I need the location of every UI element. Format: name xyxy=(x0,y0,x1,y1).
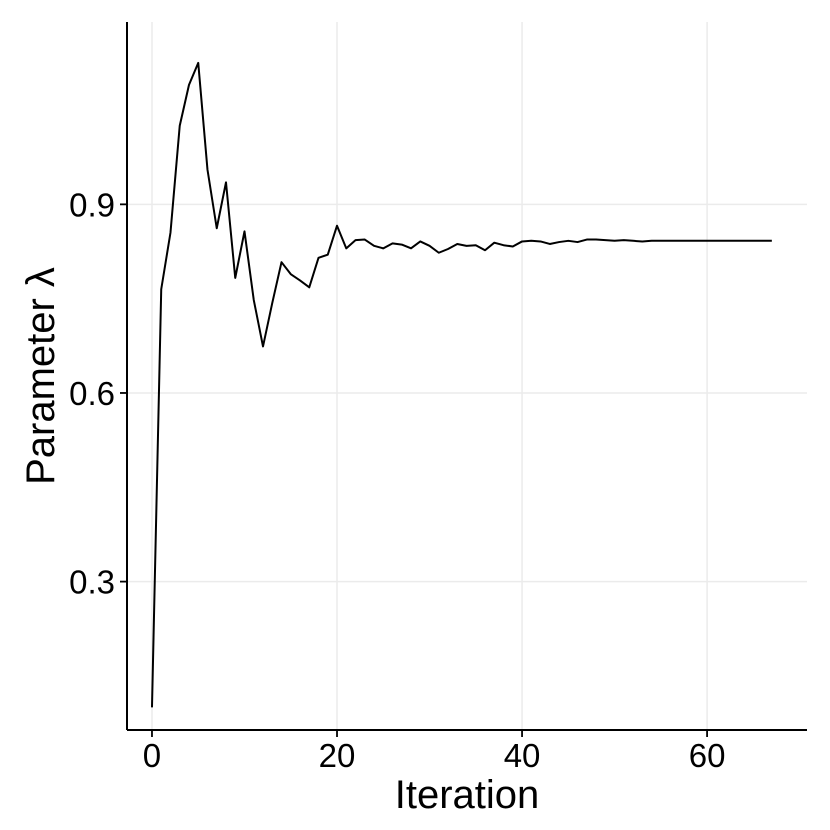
axes xyxy=(126,22,807,731)
y-tick-label: 0.6 xyxy=(69,375,115,412)
x-tick-label: 0 xyxy=(143,737,161,774)
y-axis-title: Parameter λ xyxy=(19,267,63,485)
x-tick-label: 40 xyxy=(504,737,541,774)
y-tick-label: 0.3 xyxy=(69,564,115,601)
ticks: 0 20 40 60 0.3 0.6 0.9 xyxy=(69,186,725,774)
y-tick-label: 0.9 xyxy=(69,186,115,223)
series-line xyxy=(150,61,772,708)
grid xyxy=(127,22,807,730)
series-layer xyxy=(150,61,772,708)
x-tick-label: 60 xyxy=(689,737,726,774)
x-tick-label: 20 xyxy=(319,737,356,774)
x-axis-title: Iteration xyxy=(395,773,540,817)
